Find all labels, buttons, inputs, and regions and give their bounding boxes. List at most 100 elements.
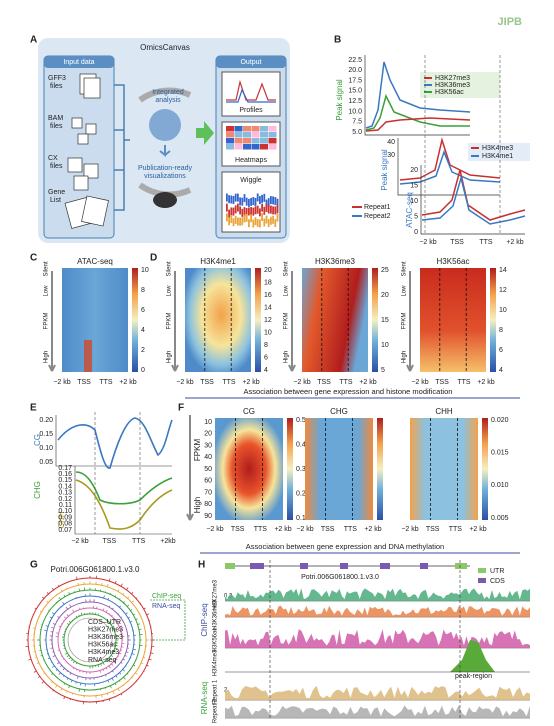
ring-signal (51, 627, 54, 629)
track-label: H3K36me3 (213, 599, 219, 630)
heatmap-cell (260, 138, 268, 144)
ring-signal (120, 693, 123, 696)
ring-signal (55, 685, 58, 688)
ring-signal (47, 657, 50, 660)
panel-g: G Potri.006G061800.1.v3.0 ChIP-seq RNA-s… (25, 560, 186, 705)
colorbar-tick-label: 0.5 (296, 417, 306, 424)
x-tick-label: TTS (339, 379, 353, 386)
arrow (288, 271, 296, 372)
heatmap-cell (268, 138, 277, 144)
wiggle-bar (254, 197, 257, 206)
row-label: High (44, 351, 50, 363)
ring-signal (120, 662, 123, 664)
wiggle-bar (259, 219, 261, 228)
y-tick-label: 90 (204, 513, 212, 520)
panel-title: H3K4me1 (200, 257, 236, 266)
ring-label: CDS–UTR (88, 619, 121, 626)
track-signal (225, 705, 530, 718)
ring-signal (78, 614, 80, 617)
colorbar-tick-label: 0 (141, 367, 145, 374)
axis (364, 55, 470, 136)
x-tick-label: TTS (132, 538, 146, 545)
ring-signal (109, 657, 111, 659)
input-label: BAM (48, 115, 63, 122)
connector (150, 599, 186, 641)
track-tick: 0.2 (224, 594, 233, 600)
colorbar-tick-label: 14 (499, 267, 507, 274)
colorbar-tick-label: 8 (141, 287, 145, 294)
ring-signal (150, 652, 154, 654)
ring-signal (41, 596, 45, 599)
ring-signal (140, 662, 144, 665)
output-header (216, 56, 286, 68)
ring-signal (119, 625, 122, 628)
group-label: ChIP-seq (200, 603, 209, 636)
arrow (171, 271, 179, 372)
ring-signal (28, 658, 32, 661)
ring-signal (123, 601, 125, 604)
colorbar-tick-label: 10 8 6 4 2 0 (141, 267, 149, 374)
profile-curve (75, 471, 173, 505)
wiggle-bar (248, 207, 250, 216)
ring-signal (124, 655, 127, 657)
ring-signal (78, 688, 80, 692)
profile-curve (57, 417, 173, 469)
connector (114, 84, 130, 211)
ring-signal (114, 580, 117, 584)
row-label: FPKM (44, 313, 50, 330)
ring-signal (63, 647, 66, 649)
ring-signal (119, 672, 122, 675)
track-signal (225, 588, 530, 601)
colorbar-tick-label: 15 (381, 317, 389, 324)
y-tick-label: 5 (414, 213, 418, 220)
ring-signal (97, 664, 100, 668)
legend-label: H3K4me3 (482, 145, 513, 152)
ring-signal (58, 672, 61, 675)
x-tick-label: −2 kb (293, 379, 310, 386)
ring-signal (65, 606, 68, 610)
ring-signal (119, 680, 121, 682)
x-tick-label: TSS (317, 379, 331, 386)
ring-signal (112, 670, 114, 673)
wiggle-bar (265, 203, 268, 212)
heatmap-cell (243, 132, 251, 138)
track-label: Repeat 1 (213, 679, 219, 704)
ring-signal (105, 667, 108, 670)
heatmap (305, 418, 373, 520)
ring-signal (105, 674, 107, 677)
exon (380, 563, 390, 569)
ring-signal (105, 609, 108, 613)
heatmap-cell (268, 132, 277, 138)
ring-signal (110, 622, 114, 626)
wiggle-bar (252, 197, 255, 206)
ring-signal (38, 676, 41, 678)
wiggle-bar (263, 218, 266, 227)
wiggle-bar (226, 213, 228, 222)
colorbar-tick-label: 18 (264, 279, 272, 286)
ring-signal (52, 689, 54, 692)
wiggle-bar (254, 217, 257, 226)
wiggle-bar (228, 195, 230, 204)
ring-signal (57, 649, 60, 651)
ring-signal (62, 601, 65, 605)
x-tick-label: +2 kb (359, 379, 376, 386)
wiggle-bar (239, 206, 241, 215)
ring-signal (120, 629, 123, 631)
ring-signal (68, 657, 71, 660)
ring-signal (52, 655, 56, 657)
y-label: Peak signal (335, 79, 344, 121)
input-label: files (50, 83, 63, 90)
x-tick-label: TSS (450, 239, 464, 246)
ring-signal (46, 592, 49, 595)
y-tick-label: 0.11 (59, 502, 72, 509)
panel-letter: A (30, 35, 37, 46)
ring-signal (126, 587, 129, 591)
ring-signal (117, 622, 121, 625)
y-tick-label: 12.5 (348, 98, 362, 105)
y-tick-label: 10 (410, 198, 418, 205)
ring-label: H3K4me3 (88, 649, 119, 656)
ring-signal (78, 588, 80, 592)
ring-signal (108, 613, 110, 615)
wiggle-bar (267, 198, 270, 207)
ring-signal (41, 681, 45, 684)
